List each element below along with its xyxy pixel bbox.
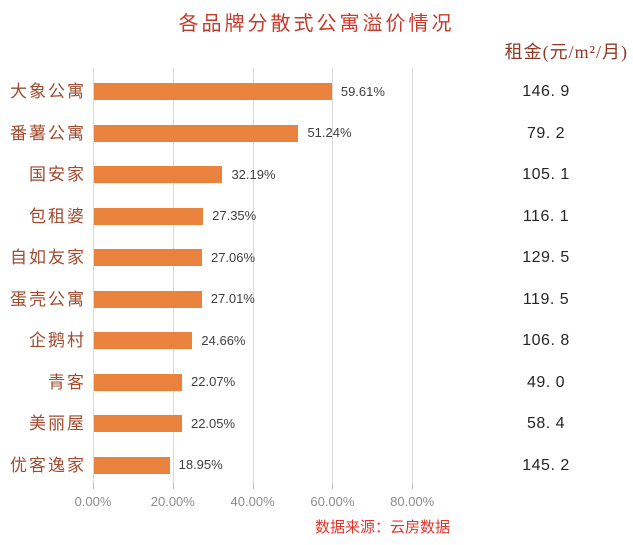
x-axis-tick	[93, 483, 94, 489]
rent-column-header: 租金(元/m²/月)	[504, 42, 628, 62]
x-axis-tick-label: 80.00%	[390, 494, 435, 509]
category-label: 企鹅村	[29, 331, 86, 351]
gridline	[332, 68, 334, 483]
bar	[94, 415, 182, 433]
bar-value-label: 22.05%	[190, 415, 236, 431]
bar	[94, 207, 204, 225]
rent-value: 119. 5	[522, 290, 570, 308]
gridline	[93, 68, 94, 483]
rent-value: 116. 1	[522, 207, 570, 225]
category-label: 青客	[48, 372, 86, 392]
rent-value: 105. 1	[522, 166, 570, 184]
bar-value-label: 24.66%	[201, 332, 246, 348]
category-label: 优客逸家	[10, 455, 86, 475]
bar-value-label: 32.19%	[231, 166, 276, 182]
bar	[94, 456, 170, 474]
gridline	[412, 68, 414, 483]
source-note: 数据来源：云房数据	[314, 519, 450, 536]
bar	[94, 83, 332, 100]
rent-value: 49. 0	[526, 373, 566, 391]
bar-value-label: 27.35%	[212, 208, 257, 224]
category-label: 国安家	[29, 165, 86, 185]
category-label: 包租婆	[29, 206, 86, 226]
category-label: 蛋壳公寓	[10, 289, 86, 309]
category-label: 大象公寓	[10, 82, 86, 101]
x-axis-tick	[332, 483, 334, 489]
bar-value-label: 27.06%	[210, 249, 256, 265]
gridline	[172, 68, 174, 483]
bar	[94, 249, 202, 267]
x-axis-tick-label: 0.00%	[74, 494, 112, 509]
bar	[94, 373, 183, 391]
category-label: 番薯公寓	[10, 123, 86, 143]
category-label: 自如友家	[10, 248, 86, 268]
x-axis-tick-label: 40.00%	[230, 494, 275, 509]
rent-value: 79. 2	[526, 124, 566, 142]
category-label: 美丽屋	[29, 414, 86, 434]
bar	[94, 290, 202, 308]
bar	[94, 332, 193, 350]
rent-value: 129. 5	[522, 249, 570, 267]
bar-value-label: 51.24%	[307, 125, 352, 141]
x-axis-tick	[412, 483, 414, 489]
bar-value-label: 59.61%	[340, 83, 385, 99]
bar-value-label: 18.95%	[178, 457, 223, 473]
bar	[94, 124, 299, 142]
x-axis-tick	[252, 483, 254, 489]
bar	[94, 166, 223, 184]
x-axis-tick	[172, 483, 174, 489]
rent-value: 106. 8	[522, 332, 570, 350]
x-axis-tick-label: 60.00%	[310, 494, 355, 509]
gridline	[252, 68, 254, 483]
chart-title: 各品牌分散式公寓溢价情况	[178, 13, 455, 35]
rent-value: 146. 9	[522, 83, 570, 100]
bar-value-label: 27.01%	[210, 291, 255, 307]
rent-value: 58. 4	[526, 415, 566, 433]
rent-value: 145. 2	[522, 456, 570, 474]
x-axis-tick-label: 20.00%	[150, 494, 195, 509]
bar-value-label: 22.07%	[191, 374, 236, 390]
